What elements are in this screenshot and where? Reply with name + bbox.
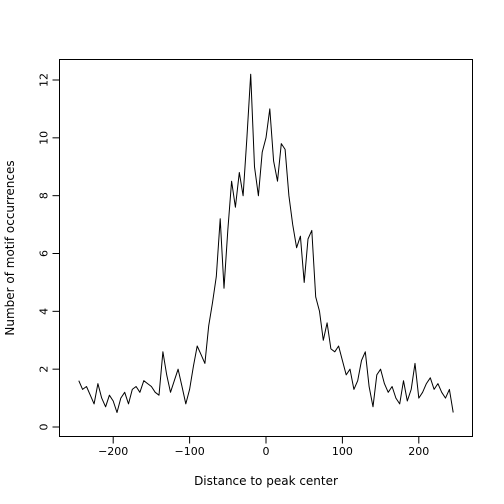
y-tick-label: 2	[38, 366, 51, 373]
x-axis: −200 −100 0 100 200	[98, 436, 429, 458]
y-axis: 0 2 4 6 8 10 12	[38, 73, 60, 431]
y-tick-label: 10	[38, 131, 51, 145]
x-tick-label: 100	[332, 445, 353, 458]
y-axis-title: Number of motif occurrences	[3, 160, 17, 335]
y-tick-label: 12	[38, 73, 51, 87]
y-tick-label: 0	[38, 424, 51, 431]
y-tick-label: 6	[38, 250, 51, 257]
y-tick-label: 8	[38, 192, 51, 199]
x-tick-label: 0	[263, 445, 270, 458]
series-line	[78, 73, 454, 413]
x-tick-label: −200	[98, 445, 128, 458]
x-tick-label: 200	[408, 445, 429, 458]
plot-frame	[59, 59, 473, 437]
x-axis-title: Distance to peak center	[194, 474, 338, 488]
y-tick-label: 4	[38, 308, 51, 315]
x-tick-label: −100	[174, 445, 204, 458]
